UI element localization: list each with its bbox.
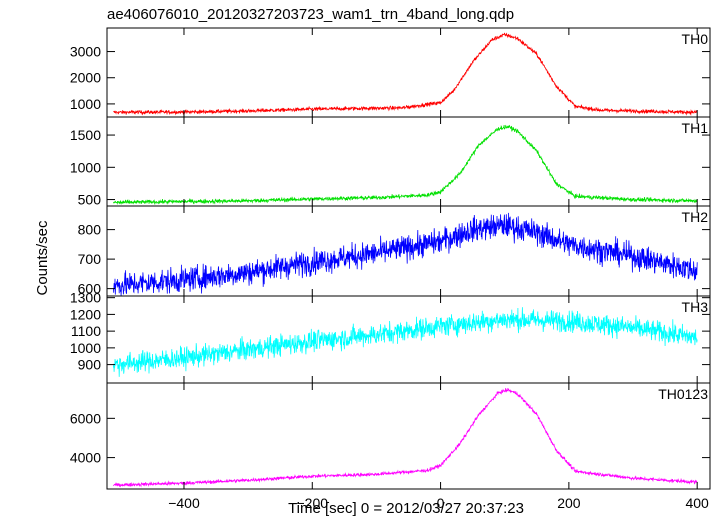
x-tick-label: 0 — [437, 495, 445, 511]
panel-th1: 500 1000 1500 TH1 — [70, 116, 711, 208]
x-tick-label: −200 — [297, 495, 329, 511]
y-tick-label: 1000 — [70, 340, 101, 356]
x-tick-label: 200 — [557, 495, 581, 511]
panel-stack: 1000 2000 3000 TH0 500 1000 1500 TH1 600 700 800 TH… — [70, 27, 711, 490]
x-axis-label: Time [sec] 0 = 2012/03/27 20:37:23 — [288, 500, 524, 516]
y-tick-label: 1300 — [70, 290, 101, 306]
series-line-th0123 — [113, 388, 698, 488]
x-tick-label: −400 — [168, 495, 200, 511]
y-tick-label: 1100 — [71, 323, 101, 339]
panel-th0: 1000 2000 3000 TH0 — [70, 27, 711, 118]
y-tick-label: 3000 — [70, 44, 101, 60]
panel-frame — [106, 295, 711, 384]
y-tick-label: 1200 — [70, 306, 101, 322]
x-axis: −400 −200 0 200 400 — [168, 495, 709, 511]
y-tick-label: 700 — [78, 251, 102, 267]
y-tick-label: 1000 — [70, 96, 101, 112]
panel-frame — [106, 116, 711, 207]
y-tick-label: 600 — [78, 281, 102, 297]
series-line-th1 — [113, 124, 698, 205]
panel-label: TH2 — [682, 209, 709, 225]
y-axis-label: Counts/sec — [34, 220, 51, 296]
panel-frame — [106, 27, 711, 118]
panel-th2: 600 700 800 TH2 — [78, 205, 711, 297]
y-tick-label: 500 — [78, 192, 102, 208]
y-tick-label: 2000 — [70, 70, 101, 86]
series-line-th3 — [113, 307, 698, 377]
y-tick-label: 1000 — [70, 159, 101, 175]
y-tick-label: 6000 — [70, 410, 101, 426]
series-line-th2 — [113, 212, 698, 296]
panel-label: TH0123 — [658, 386, 708, 402]
panel-frame — [106, 382, 711, 490]
y-tick-label: 4000 — [70, 450, 101, 466]
panel-label: TH1 — [682, 120, 709, 136]
y-tick-label: 1500 — [70, 127, 101, 143]
panel-label: TH0 — [682, 31, 709, 47]
panel-th0123: 4000 6000 TH0123 — [70, 382, 711, 490]
panel-label: TH3 — [682, 299, 709, 315]
x-tick-label: 400 — [685, 495, 709, 511]
y-tick-label: 900 — [78, 357, 102, 373]
chart-title: ae406076010_20120327203723_wam1_trn_4ban… — [107, 6, 514, 23]
series-line-th0 — [113, 32, 698, 116]
y-tick-label: 800 — [78, 222, 102, 238]
